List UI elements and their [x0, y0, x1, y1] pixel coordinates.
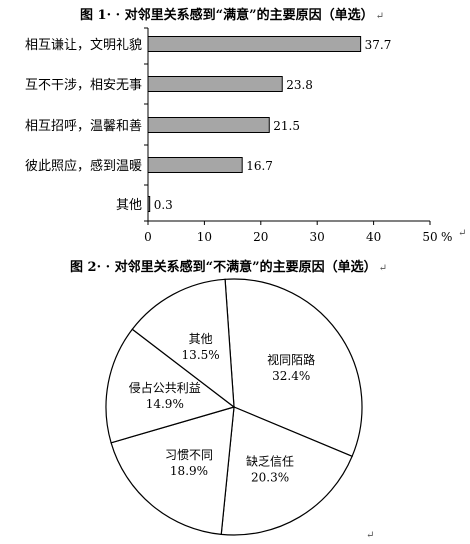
- category-label: 彼此照应，感到温暖: [25, 158, 142, 174]
- x-tick-label: 20: [253, 230, 268, 244]
- bar: [147, 117, 270, 133]
- bar-chart: 0 10 20 30 40 50 % 相互谦让，文明礼貌 37.7 互不干涉，相安无事 23.8 相互…: [25, 27, 452, 244]
- value-label: 23.8: [286, 78, 313, 92]
- slice-value-label: 13.5%: [182, 348, 220, 362]
- category-label: 其他: [116, 198, 142, 213]
- slice-value-label: 14.9%: [146, 397, 184, 411]
- slice-label: 侵占公共利益: [129, 380, 201, 395]
- x-tick-label: 30: [310, 230, 325, 244]
- value-label: 37.7: [365, 38, 392, 52]
- value-label: 16.7: [246, 159, 273, 173]
- slice-label: 视同陌路: [267, 352, 315, 367]
- x-tick-label: 10: [197, 230, 212, 244]
- pie-slice: [110, 406, 235, 536]
- bar: [147, 76, 283, 92]
- bar: [147, 196, 151, 212]
- pie-slice: [224, 278, 363, 458]
- slice-label: 缺乏信任: [246, 453, 294, 468]
- paragraph-mark: ↵: [458, 228, 467, 239]
- pie-slice: [105, 328, 236, 444]
- value-label: 0.3: [154, 198, 173, 212]
- pie-chart: 视同陌路 32.4% 缺乏信任 20.3% 习惯不同 18.9% 侵占公共利益 14.9% 其他…: [105, 278, 363, 536]
- pie-slice: [220, 406, 353, 536]
- x-tick-label: 0: [144, 230, 152, 244]
- x-axis-unit: %: [441, 230, 452, 244]
- x-tick-label: 50: [422, 230, 437, 244]
- category-label: 相互招呼，温馨和善: [25, 118, 142, 134]
- slice-value-label: 32.4%: [272, 369, 310, 383]
- slice-label: 其他: [189, 332, 213, 346]
- slice-label: 习惯不同: [165, 447, 213, 462]
- figure2-title: 图 2· · 对邻里关系感到“不满意”的主要原因（单选） ↵: [70, 260, 388, 275]
- paragraph-mark: ↵: [366, 530, 375, 541]
- figure1-title: 图 1· · 对邻里关系感到“满意”的主要原因（单选） ↵: [80, 8, 385, 23]
- value-label: 21.5: [273, 119, 300, 133]
- x-tick-label: 40: [366, 230, 381, 244]
- bar: [147, 157, 243, 173]
- bar: [147, 36, 362, 52]
- category-label: 相互谦让，文明礼貌: [25, 37, 142, 53]
- slice-value-label: 20.3%: [251, 470, 289, 484]
- slice-value-label: 18.9%: [170, 464, 208, 478]
- category-label: 互不干涉，相安无事: [25, 78, 142, 93]
- pie-slice: [131, 278, 235, 409]
